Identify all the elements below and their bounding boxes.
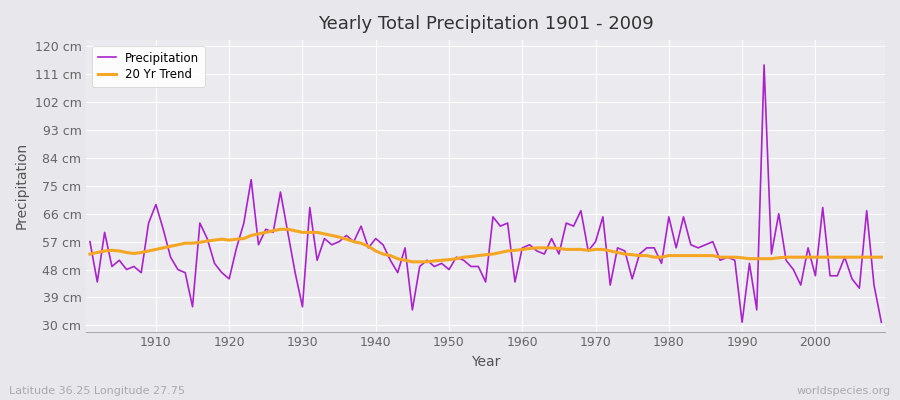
- Precipitation: [517, 246, 527, 250]
- Precipitation: [85, 239, 95, 244]
- 20 Yr Trend: [311, 230, 322, 235]
- Precipitation: [348, 239, 359, 244]
- 20 Yr Trend: [143, 248, 154, 253]
- Precipitation: [143, 221, 154, 226]
- Text: Latitude 36.25 Longitude 27.75: Latitude 36.25 Longitude 27.75: [9, 386, 185, 396]
- Precipitation: [759, 62, 769, 67]
- 20 Yr Trend: [532, 246, 543, 250]
- 20 Yr Trend: [876, 255, 886, 260]
- Line: 20 Yr Trend: 20 Yr Trend: [90, 229, 881, 262]
- Precipitation: [605, 283, 616, 288]
- 20 Yr Trend: [619, 252, 630, 256]
- Title: Yearly Total Precipitation 1901 - 2009: Yearly Total Precipitation 1901 - 2009: [318, 15, 653, 33]
- Precipitation: [509, 280, 520, 284]
- Legend: Precipitation, 20 Yr Trend: Precipitation, 20 Yr Trend: [92, 46, 205, 87]
- 20 Yr Trend: [407, 260, 418, 264]
- Precipitation: [876, 320, 886, 325]
- 20 Yr Trend: [85, 252, 95, 256]
- Precipitation: [737, 320, 748, 325]
- 20 Yr Trend: [275, 227, 286, 232]
- Line: Precipitation: Precipitation: [90, 65, 881, 322]
- 20 Yr Trend: [356, 241, 366, 246]
- X-axis label: Year: Year: [471, 355, 500, 369]
- Precipitation: [304, 205, 315, 210]
- Y-axis label: Precipitation: Precipitation: [15, 142, 29, 230]
- Text: worldspecies.org: worldspecies.org: [796, 386, 891, 396]
- 20 Yr Trend: [524, 246, 535, 251]
